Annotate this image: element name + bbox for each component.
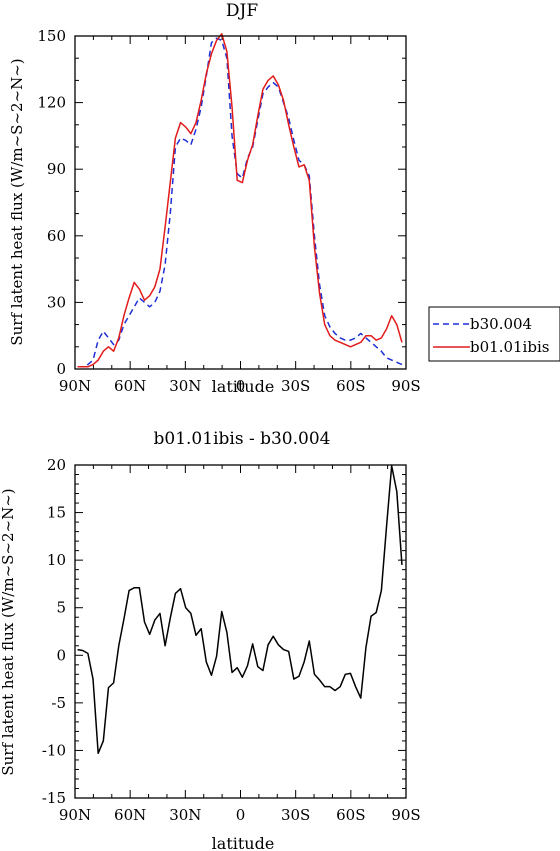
series-line: [77, 37, 403, 368]
series-group: [77, 33, 403, 368]
plot-frame: [74, 464, 407, 799]
y-tick-label: -10: [42, 741, 66, 759]
x-tick-label: 30N: [169, 377, 201, 395]
legend-box: [428, 306, 560, 362]
y-tick-label: 0: [56, 360, 66, 378]
x-tick-label: 60N: [114, 377, 146, 395]
y-tick-label: 0: [56, 646, 66, 664]
series-line: [77, 33, 403, 368]
x-tick-label: 60N: [114, 806, 146, 824]
plot-frame: [74, 35, 407, 370]
x-tick-label: 90S: [391, 377, 420, 395]
x-tick-label: 60S: [336, 806, 365, 824]
x-axis-label: latitude: [212, 377, 275, 396]
y-tick-label: 120: [37, 94, 66, 112]
series-line: [77, 465, 403, 755]
x-axis-label: latitude: [212, 834, 275, 851]
y-tick-label: 150: [37, 27, 66, 45]
x-tick-label: 30N: [169, 806, 201, 824]
x-tick-label: 30S: [281, 806, 310, 824]
x-tick-label: 30S: [281, 377, 310, 395]
x-tick-label: 0: [236, 806, 246, 824]
y-tick-label: 15: [47, 504, 66, 522]
y-axis-label: Surf latent heat flux (W/m~S~2~N~): [0, 488, 17, 775]
y-tick-label: 20: [47, 456, 66, 474]
top-panel: DJF Surf latent heat flux (W/m~S~2~N~) l…: [8, 1, 421, 396]
bottom-panel: b01.01ibis - b30.004 Surf latent heat fl…: [0, 429, 421, 851]
x-tick-label: 90N: [59, 806, 91, 824]
y-tick-label: 60: [47, 227, 66, 245]
y-tick-label: 5: [56, 599, 66, 617]
x-tick-label: 90S: [391, 806, 420, 824]
y-tick-label: 10: [47, 551, 66, 569]
x-tick-label: 90N: [59, 377, 91, 395]
series-group: [77, 465, 403, 755]
chart-title: DJF: [226, 1, 258, 21]
y-tick-label: -5: [51, 694, 66, 712]
chart-title: b01.01ibis - b30.004: [154, 429, 331, 449]
axis-ticks: 90N 60N 30N 0 30S 60S 90S -15 -10 -5 0 5 10 15 20: [42, 456, 421, 824]
y-tick-label: 90: [47, 160, 66, 178]
x-tick-label: 60S: [336, 377, 365, 395]
x-tick-label: 0: [236, 377, 246, 395]
legend-label-ibis: b01.01ibis: [470, 338, 549, 356]
legend-label-b30: b30.004: [470, 315, 532, 333]
legend: b30.004 b01.01ibis: [428, 306, 560, 362]
y-axis-label: Surf latent heat flux (W/m~S~2~N~): [8, 58, 26, 345]
y-tick-label: -15: [42, 789, 66, 807]
y-tick-label: 30: [47, 293, 66, 311]
